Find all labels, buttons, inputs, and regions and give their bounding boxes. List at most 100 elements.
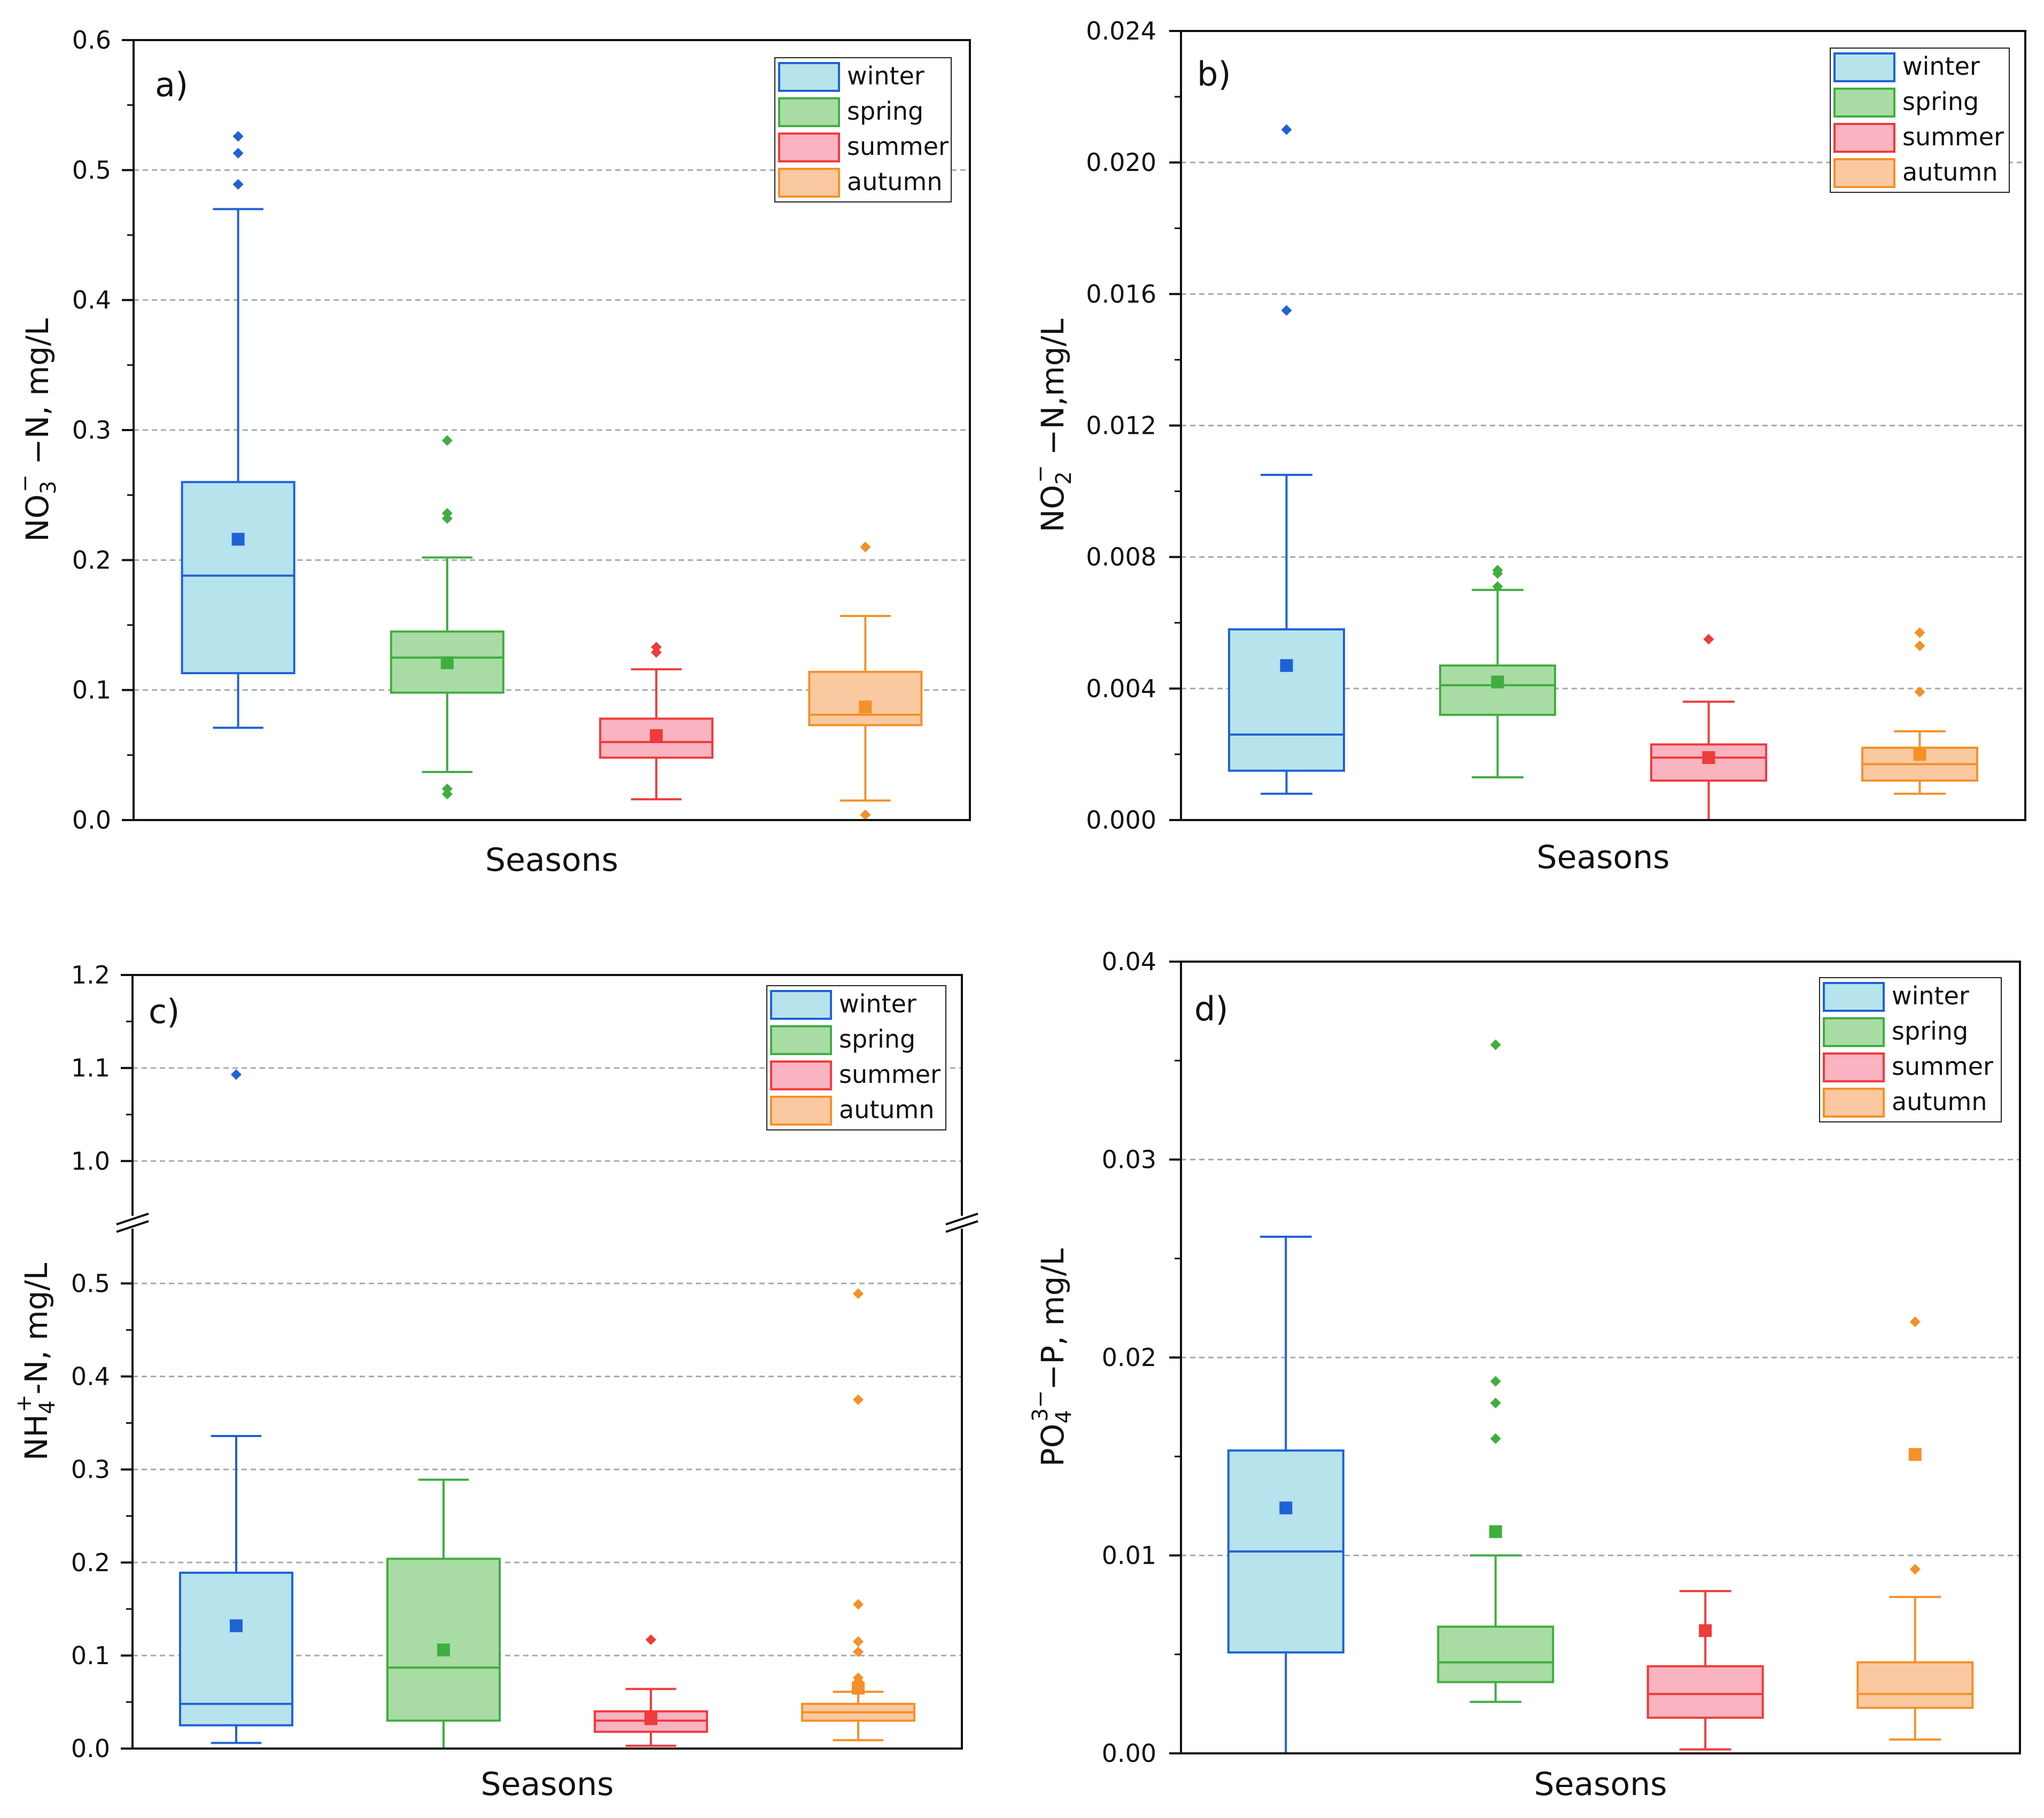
legend-label-autumn: autumn [1892,1087,1987,1116]
box-summer [1650,634,1767,821]
outlier-point [1909,1316,1921,1328]
iqr-box [1646,1665,1764,1719]
outlier-point [1281,124,1292,135]
outlier-point [441,435,453,446]
outlier-point [651,642,662,653]
legend-label-autumn: autumn [1902,158,1998,186]
mean-marker [1491,675,1504,689]
legend-swatch-winter [1833,52,1895,82]
legend-label-winter: winter [847,61,924,90]
panel-label: c) [149,992,180,1031]
y-axis-label-sub: 2 [1052,471,1076,485]
box-spring [386,1478,501,1750]
y-axis-label-base: NO [1035,485,1071,532]
y-tick-label: 0.000 [1086,806,1156,834]
legend: winter spring summer autumn [774,57,952,202]
panel-label: a) [155,65,188,104]
box-autumn [801,1288,915,1742]
outlier-point [1492,565,1503,576]
y-tick-label: 0.04 [1102,947,1156,976]
y-tick-label: 0.5 [72,155,111,184]
legend-label-summer: summer [1902,122,2004,151]
y-axis-label-rest: −N,mg/L [1035,318,1071,465]
y-tick-label: 0.008 [1086,543,1156,572]
legend-swatch-summer [778,132,840,162]
box-winter [1227,1235,1344,1754]
legend-swatch-summer [770,1060,832,1090]
box-autumn [1856,1316,1974,1741]
mean-marker [644,1712,657,1726]
y-axis-label-sup: − [13,474,37,493]
iqr-box [181,481,296,675]
y-tick-label: 0.02 [1102,1343,1156,1372]
outlier-point [1909,1564,1921,1575]
legend-label-autumn: autumn [839,1095,935,1124]
y-axis-label: PO43−−P, mg/L [1028,1249,1076,1467]
iqr-box [599,717,714,759]
outlier-point [232,179,244,190]
outlier-point [232,147,244,159]
iqr-box [1228,628,1345,772]
y-axis-label: NO2− −N,mg/L [1028,318,1076,532]
y-axis-label-base: NO [19,494,56,542]
mean-marker [1279,1501,1293,1515]
outlier-point [231,1069,242,1080]
iqr-box [179,1571,293,1727]
box-summer [1646,1590,1764,1751]
outlier-point [1703,634,1714,645]
panel-b: 0.000 0.004 0.008 0.012 0.016 0.020 0.024 NO2− … [1028,17,2026,876]
y-tick-label: 1.2 [71,961,110,989]
y-tick-label: 0.020 [1086,148,1156,177]
y-axis-label-rest: −P, mg/L [1035,1249,1071,1391]
y-axis-label-rest: -N, mg/L [18,1263,55,1394]
outlier-point [1914,640,1925,651]
mean-marker [1908,1448,1922,1461]
mean-marker [859,700,872,714]
box-summer [599,642,714,801]
legend-label-spring: spring [1892,1017,1968,1045]
mean-marker [440,656,454,669]
mean-marker [230,1619,243,1633]
outlier-point [853,1646,864,1657]
y-tick-label: 0.3 [71,1455,110,1484]
iqr-box [1856,1661,1974,1709]
y-tick-label: 0.4 [72,286,111,315]
outlier-point [853,1599,864,1610]
axis-break [116,1212,978,1233]
box-winter [181,131,296,729]
axis-break-slash [945,1212,978,1226]
outlier-point [853,1636,864,1647]
mean-marker [1913,747,1926,761]
outlier-point [860,809,871,821]
y-axis-label: NH4+-N, mg/L [12,1263,60,1461]
iqr-box [808,670,923,727]
y-axis-label-rest: −N, mg/L [19,318,56,474]
iqr-box [1439,664,1556,716]
legend-label-spring: spring [847,97,923,126]
legend-swatch-spring [770,1025,832,1055]
x-axis-label: Seasons [485,841,618,879]
legend-swatch-autumn [1823,1088,1885,1118]
y-tick-label: 0.012 [1086,411,1156,440]
box-winter [1228,124,1345,795]
box-autumn [808,542,923,821]
legend-label-summer: summer [847,132,949,161]
y-axis-label-sub: 3 [36,481,61,494]
mean-marker [1702,751,1715,764]
axis-break-slash [116,1212,149,1226]
y-tick-label: 0.4 [71,1362,110,1391]
y-tick-label: 0.1 [72,676,111,705]
outlier-point [860,542,871,552]
outlier-point [1490,1039,1501,1050]
y-axis-label-base: PO [1035,1424,1071,1467]
legend-label-winter: winter [1902,52,1980,81]
y-tick-label: 0.2 [71,1548,110,1577]
box-autumn [1861,627,1978,795]
legend-swatch-winter [778,62,840,92]
mean-marker [231,533,245,546]
y-tick-label: 0.03 [1102,1145,1156,1174]
box-winter [179,1069,293,1744]
y-tick-label: 0.004 [1086,674,1156,703]
legend-swatch-winter [1823,982,1885,1012]
